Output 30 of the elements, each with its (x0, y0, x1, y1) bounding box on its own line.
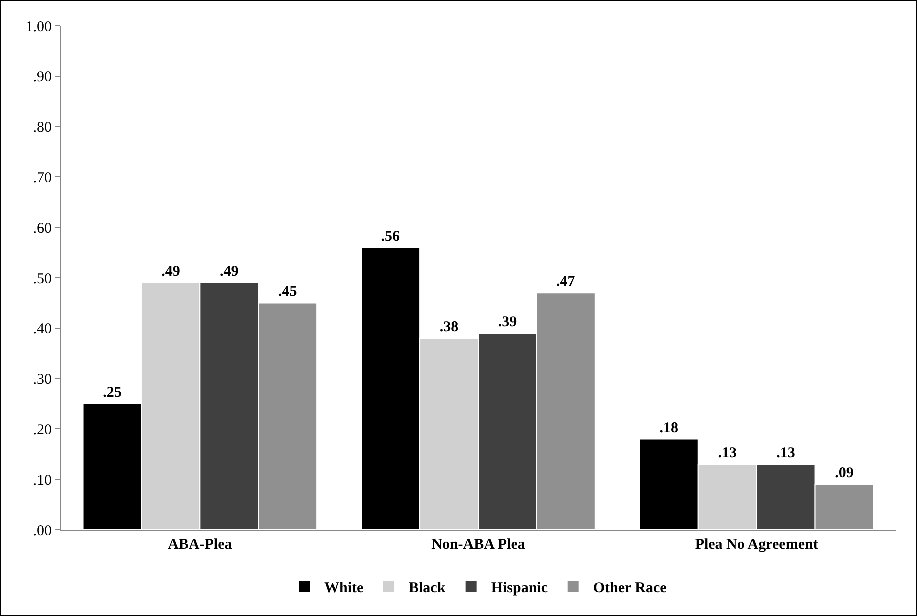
y-tick-label: .10 (33, 472, 52, 489)
y-tick-label: 1.00 (26, 19, 52, 36)
y-tick-label: .60 (33, 220, 52, 237)
data-label: .47 (556, 274, 576, 290)
data-label: .25 (103, 385, 122, 401)
x-tick-label: Non-ABA Plea (432, 537, 526, 553)
y-tick-label: .20 (33, 422, 52, 438)
y-tick-label: .90 (33, 70, 52, 86)
y-tick-label: .00 (33, 523, 52, 540)
legend-label: Black (409, 580, 446, 596)
data-label: .18 (660, 420, 679, 436)
data-label: .45 (278, 284, 298, 300)
legend-label: White (324, 580, 364, 596)
data-label: .13 (776, 445, 796, 462)
legend-label: Other Race (593, 580, 668, 596)
y-tick-label: .80 (33, 120, 52, 136)
data-label: .39 (498, 314, 518, 330)
x-tick-label: Plea No Agreement (695, 537, 818, 553)
data-label: .13 (718, 445, 737, 462)
y-tick-label: .70 (33, 170, 52, 186)
data-label: .49 (220, 264, 239, 280)
y-tick-label: .40 (33, 322, 52, 338)
data-label: .09 (835, 466, 854, 482)
data-label: .38 (440, 319, 459, 336)
y-tick-label: .30 (33, 372, 52, 388)
legend-label: Hispanic (491, 580, 548, 596)
y-tick-label: .50 (33, 271, 52, 288)
data-label: .56 (381, 228, 400, 245)
x-tick-label: ABA-Plea (168, 537, 233, 553)
data-label: .49 (162, 264, 180, 280)
